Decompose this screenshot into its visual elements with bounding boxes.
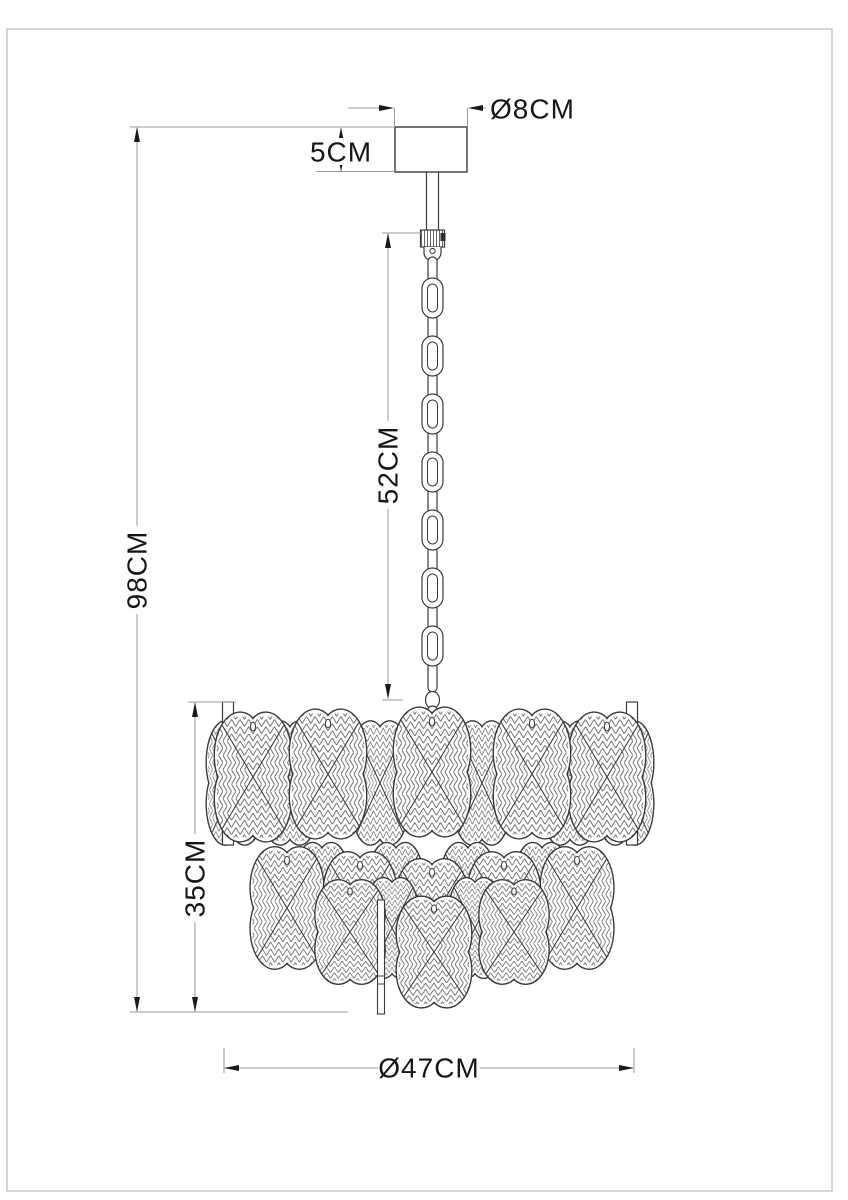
dimension-body-diameter: Ø47CM [223, 1048, 635, 1084]
glass-plate [389, 700, 475, 844]
dim-label-canopy-height: 5CM [310, 137, 372, 168]
glass-plate [210, 705, 296, 849]
hanging-stem [425, 172, 440, 230]
dimension-canopy-height: 5CM [310, 127, 395, 172]
glass-plate [475, 874, 553, 990]
dim-label-body-height: 35CM [180, 839, 211, 918]
dim-label-body-diameter: Ø47CM [378, 1053, 479, 1084]
suspension-chain [421, 256, 444, 717]
dimension-chain-length: 52CM [373, 232, 421, 701]
glass-plate [489, 702, 575, 846]
dim-label-total-height: 98CM [122, 531, 153, 610]
glass-plate [285, 702, 371, 846]
page-border [6, 28, 833, 1192]
center-rod [376, 899, 386, 1015]
chain-connector [419, 229, 446, 262]
ceiling-canopy [394, 126, 468, 173]
dim-label-canopy-diameter: Ø8CM [490, 94, 575, 125]
glass-plate [564, 705, 650, 849]
chandelier-body [203, 700, 657, 1015]
dim-label-chain-length: 52CM [373, 426, 404, 505]
glass-plate [392, 890, 476, 1014]
dimension-total-height: 98CM [122, 126, 395, 1013]
dimension-canopy-diameter: Ø8CM [348, 94, 575, 127]
dimension-body-height: 35CM [180, 701, 236, 1012]
